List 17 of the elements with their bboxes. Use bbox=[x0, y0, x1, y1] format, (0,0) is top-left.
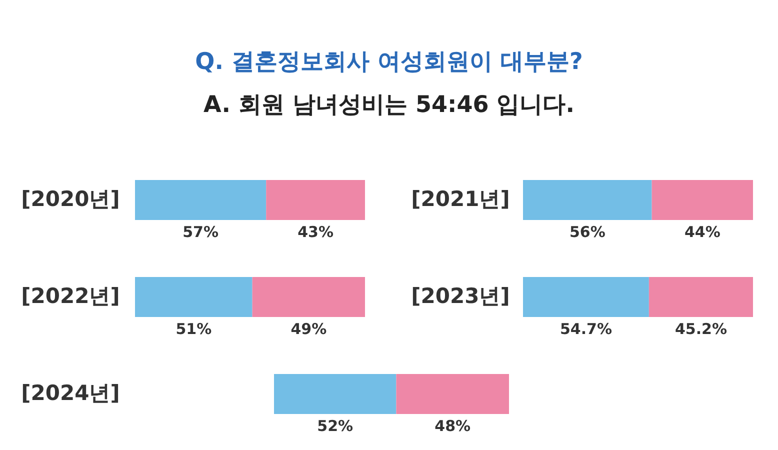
text: A. 회원 남녀성비는 54:46 입니다. bbox=[204, 92, 574, 118]
data-label: 49% bbox=[290, 320, 327, 338]
data-label: 43% bbox=[298, 223, 334, 241]
y-tick-label: [2024년] bbox=[21, 381, 120, 405]
data-label: 52% bbox=[317, 417, 354, 435]
y-tick-label: [2020년] bbox=[21, 187, 120, 211]
data-label: 54.7% bbox=[560, 320, 612, 338]
data-label: 56% bbox=[569, 223, 606, 241]
data-label: 44% bbox=[684, 223, 720, 241]
y-tick-label: [2023년] bbox=[411, 284, 510, 308]
data-label: 57% bbox=[182, 223, 219, 241]
y-tick-label: [2021년] bbox=[411, 187, 510, 211]
y-tick-label: [2022년] bbox=[21, 284, 120, 308]
data-label: 45.2% bbox=[674, 320, 727, 338]
text: Q. 결혼정보회사 여성회원이 대부분? bbox=[195, 49, 583, 75]
data-label: 48% bbox=[434, 417, 471, 435]
data-label: 51% bbox=[176, 320, 212, 338]
